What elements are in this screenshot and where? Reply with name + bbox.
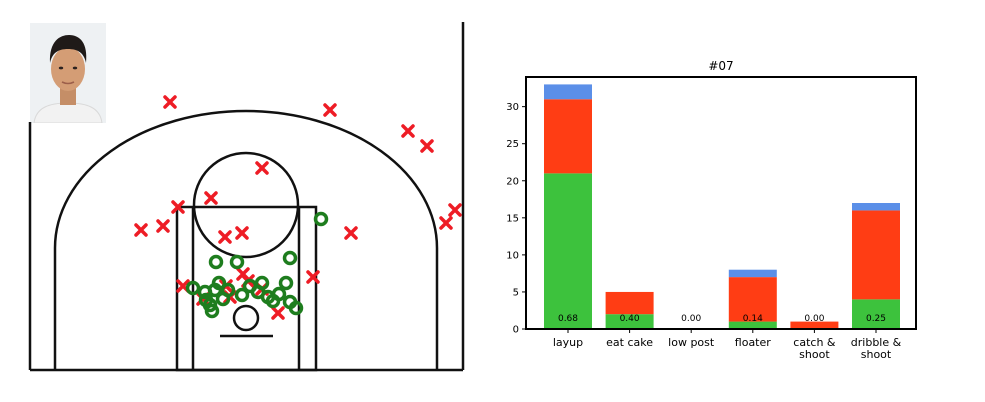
made-shot-marker bbox=[242, 278, 258, 294]
bar-segment bbox=[605, 291, 654, 315]
made-shot-marker bbox=[229, 254, 245, 270]
missed-shot-marker bbox=[420, 139, 434, 153]
y-tick-label: 30 bbox=[506, 102, 519, 113]
bar-segment bbox=[728, 277, 777, 322]
x-tick-label: catch & bbox=[793, 336, 836, 349]
player-headshot-icon bbox=[30, 23, 106, 123]
made-shot-marker bbox=[234, 287, 250, 303]
free-throw-circle bbox=[192, 151, 300, 259]
bar-segment bbox=[852, 299, 900, 329]
y-tick-label: 25 bbox=[506, 139, 519, 150]
missed-shot-marker bbox=[218, 230, 232, 244]
x-tick-label: floater bbox=[735, 336, 771, 349]
bar-segment bbox=[852, 203, 900, 211]
missed-shot-marker bbox=[401, 124, 415, 138]
bar-data-label: 0.40 bbox=[620, 314, 640, 324]
made-shot-marker bbox=[185, 280, 201, 296]
y-axis: 0 5 10 15 20 25 30 bbox=[506, 102, 526, 336]
made-shot-marker bbox=[313, 211, 329, 227]
key-outer bbox=[175, 205, 318, 372]
x-tick-label: shoot bbox=[861, 348, 892, 361]
missed-shot-marker bbox=[134, 223, 148, 237]
made-shot-marker bbox=[204, 303, 220, 319]
bar-segment bbox=[728, 269, 777, 278]
made-shot-marker bbox=[288, 300, 304, 316]
bar-data-label: 0.00 bbox=[681, 314, 701, 324]
missed-shot-marker bbox=[171, 200, 185, 214]
missed-shot-marker bbox=[156, 219, 170, 233]
made-shot-marker bbox=[215, 291, 231, 307]
bar-segment bbox=[852, 210, 900, 300]
y-tick-label: 20 bbox=[506, 176, 519, 187]
made-shot-marker bbox=[265, 293, 281, 309]
bar-segment bbox=[605, 314, 654, 329]
bar-marks bbox=[544, 84, 900, 329]
bar-segment bbox=[544, 99, 592, 174]
x-tick-label: layup bbox=[553, 336, 583, 349]
bar-data-label: 0.68 bbox=[558, 314, 578, 324]
y-tick-label: 15 bbox=[506, 213, 519, 224]
y-tick-label: 0 bbox=[513, 325, 519, 336]
missed-shot-marker bbox=[255, 161, 269, 175]
made-shot-marker bbox=[278, 275, 294, 291]
missed-shot-marker bbox=[344, 226, 358, 240]
bar-data-label: 0.14 bbox=[743, 314, 763, 324]
bar-segment bbox=[544, 173, 592, 329]
missed-shot-marker bbox=[204, 191, 218, 205]
bar-chart: #07 0 5 10 15 20 25 30 layup eat cake low post fl… bbox=[506, 59, 917, 361]
x-tick-label: low post bbox=[668, 336, 715, 349]
y-tick-label: 5 bbox=[513, 287, 519, 298]
made-shots bbox=[185, 211, 329, 319]
x-tick-label: eat cake bbox=[606, 336, 653, 349]
made-shot-marker bbox=[208, 254, 224, 270]
made-shot-marker bbox=[198, 292, 214, 308]
bar-data-label: 0.25 bbox=[866, 314, 886, 324]
data-labels: 0.68 0.40 0.00 0.14 0.00 0.25 bbox=[558, 314, 886, 324]
missed-shot-marker bbox=[235, 226, 249, 240]
x-axis: layup eat cake low post floater catch &shoot… bbox=[553, 329, 902, 361]
plot-frame bbox=[525, 76, 917, 330]
bar-segment bbox=[728, 321, 777, 329]
made-shot-marker bbox=[207, 282, 223, 298]
bar-data-label: 0.00 bbox=[804, 314, 824, 324]
y-tick-label: 10 bbox=[506, 250, 519, 261]
missed-shot-marker bbox=[323, 103, 337, 117]
x-tick-label: dribble & bbox=[851, 336, 902, 349]
court-lines bbox=[28, 22, 465, 372]
x-tick-label: shoot bbox=[799, 348, 830, 361]
hoop bbox=[232, 304, 260, 332]
missed-shot-marker bbox=[271, 306, 285, 320]
bar-segment bbox=[544, 84, 592, 100]
missed-shot-marker bbox=[448, 203, 462, 217]
missed-shot-marker bbox=[163, 95, 177, 109]
missed-shot-marker bbox=[306, 270, 320, 284]
chart-title: #07 bbox=[708, 59, 733, 73]
bar-segment bbox=[790, 321, 839, 329]
player-headshot bbox=[30, 23, 106, 123]
made-shot-marker bbox=[282, 250, 298, 266]
three-point-line bbox=[53, 109, 439, 370]
shot-chart bbox=[28, 22, 465, 372]
missed-shot-marker bbox=[439, 216, 453, 230]
